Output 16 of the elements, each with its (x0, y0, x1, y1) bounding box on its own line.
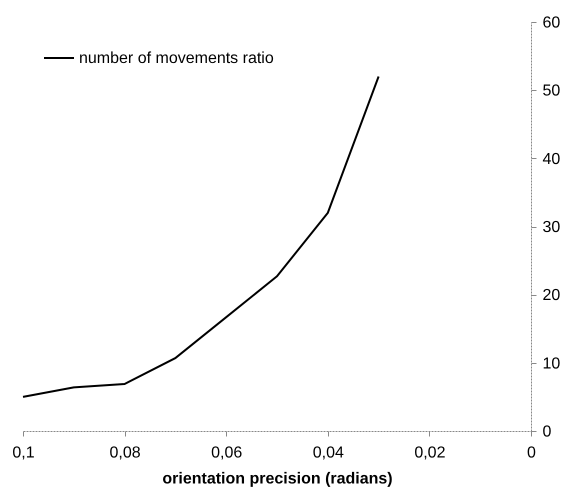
x-tick-label: 0,1 (12, 444, 35, 462)
legend-label: number of movements ratio (79, 50, 274, 67)
y-tick-label: 40 (542, 150, 560, 168)
y-tick-label: 50 (542, 82, 560, 100)
y-tick-label: 10 (542, 355, 560, 372)
x-tick-label: 0 (527, 444, 536, 462)
y-tick-label: 0 (542, 424, 552, 440)
x-tick-label: 0,04 (312, 444, 344, 462)
y-tick-label: 20 (542, 287, 560, 304)
y-tick-label: 30 (542, 219, 560, 236)
x-tick-label: 0,08 (110, 444, 141, 462)
x-tick-label: 0,06 (211, 444, 242, 462)
x-axis-title: orientation precision (radians) (162, 470, 393, 488)
y-tick-label: 60 (542, 14, 560, 32)
x-tick-label: 0,02 (414, 444, 446, 462)
line-series (22, 76, 380, 398)
